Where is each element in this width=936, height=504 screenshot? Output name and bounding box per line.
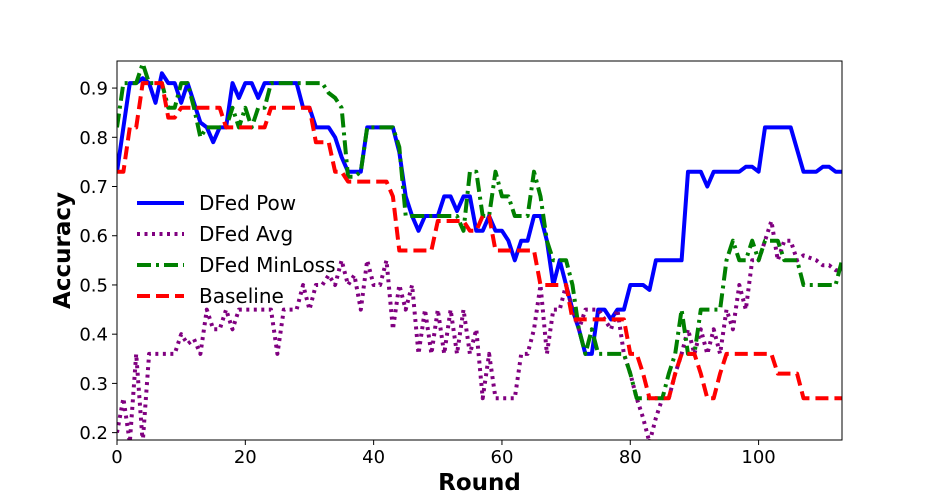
y-tick-label: 0.6 [79, 226, 108, 247]
series-line-baseline [117, 81, 842, 401]
legend-label: DFed Avg [199, 222, 293, 246]
legend-label: Baseline [199, 284, 284, 308]
legend-label: DFed MinLoss [199, 253, 336, 277]
x-axis-title: Round [438, 470, 521, 496]
x-tick-label: 80 [619, 447, 642, 468]
x-tick-label: 40 [362, 447, 385, 468]
y-tick-label: 0.2 [79, 423, 108, 444]
x-tick-label: 60 [491, 447, 514, 468]
y-tick-label: 0.4 [79, 325, 108, 346]
series-layer [117, 61, 842, 440]
y-tick-label: 0.8 [79, 128, 108, 149]
legend: DFed Pow DFed Avg DFed MinLoss Baseline [137, 191, 336, 308]
x-tick-label: 0 [111, 447, 122, 468]
y-tick-label: 0.9 [79, 79, 108, 100]
x-tick-label: 100 [741, 447, 775, 468]
plot-frame [116, 60, 843, 441]
y-tick-label: 0.7 [79, 177, 108, 198]
y-tick-label: 0.5 [79, 275, 108, 296]
y-tick-label: 0.3 [79, 374, 108, 395]
ticks-layer: 0 20 40 60 80 100 0.2 0.3 0.4 0.5 0.6 0.7 0.8 0.9 [79, 79, 775, 468]
series-line-dfed-minloss [117, 61, 842, 401]
legend-label: DFed Pow [199, 191, 296, 215]
x-tick-label: 20 [234, 447, 257, 468]
y-axis-title: Accuracy [50, 192, 76, 309]
